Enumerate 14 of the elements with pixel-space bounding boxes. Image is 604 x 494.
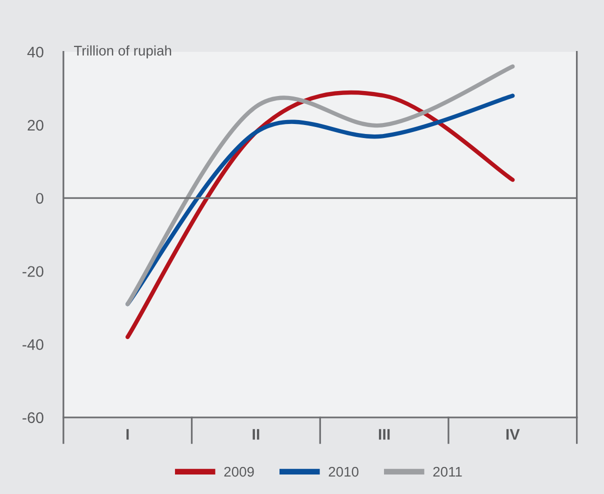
y-tick-label: -20 xyxy=(22,266,44,277)
x-tick-label: III xyxy=(378,429,390,440)
legend-label: 2010 xyxy=(328,466,358,477)
legend-label: 2009 xyxy=(224,466,254,477)
x-tick-label: I xyxy=(126,429,129,440)
x-tick-label: IV xyxy=(506,429,520,440)
y-tick-label: -40 xyxy=(22,339,44,350)
y-tick-label: 0 xyxy=(36,192,44,204)
legend-label: 2011 xyxy=(433,466,462,477)
y-tick-label: 20 xyxy=(28,120,44,131)
y-axis-title: Trillion of rupiah xyxy=(74,45,172,58)
y-tick-label: 40 xyxy=(27,46,44,58)
x-tick-label: II xyxy=(252,429,260,440)
y-tick-label: -60 xyxy=(22,412,44,424)
